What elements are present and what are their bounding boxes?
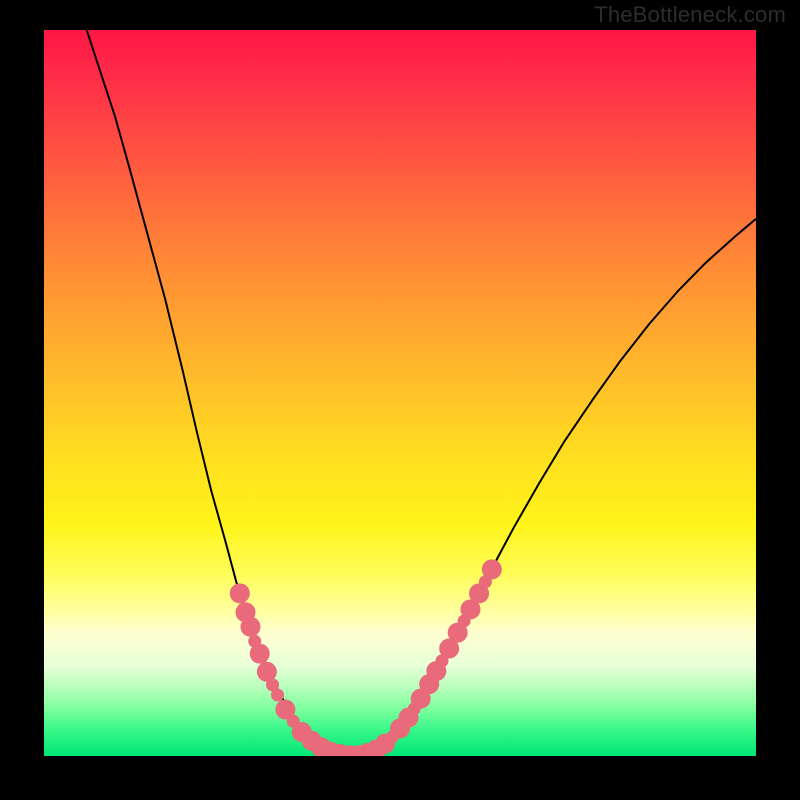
marker-dot xyxy=(230,583,250,603)
marker-dot xyxy=(271,689,284,702)
marker-dot xyxy=(482,559,502,579)
marker-dot xyxy=(240,617,260,637)
watermark-label: TheBottleneck.com xyxy=(594,2,786,28)
marker-dot xyxy=(250,644,270,664)
chart-frame: TheBottleneck.com xyxy=(0,0,800,800)
plot-area xyxy=(44,30,756,756)
plot-svg xyxy=(44,30,756,756)
gradient-background xyxy=(44,30,756,756)
